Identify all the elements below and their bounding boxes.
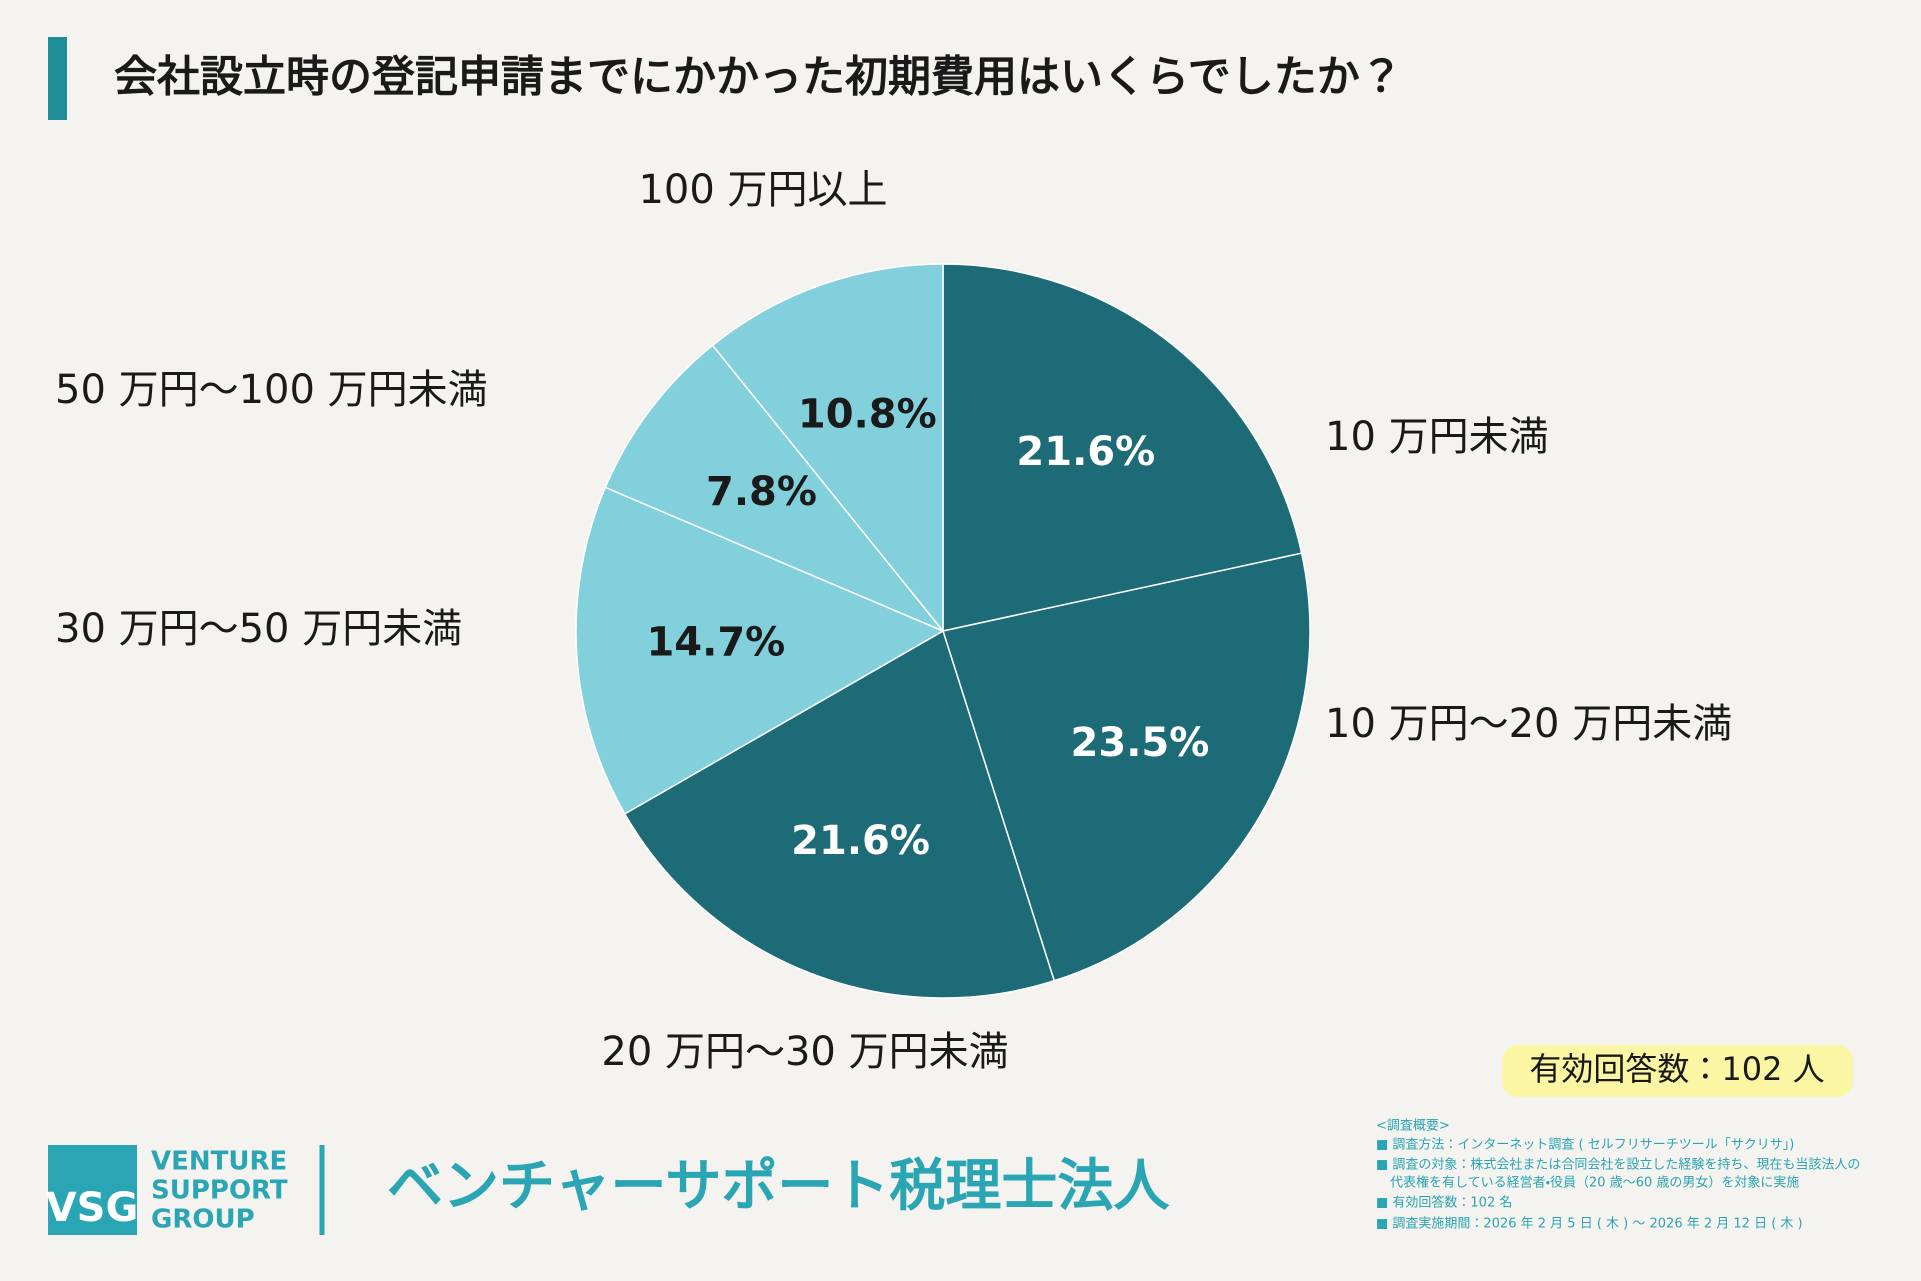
note: 有効回答数：102 人	[1529, 1050, 1824, 1088]
category-label: 10 万円未満	[1325, 414, 1549, 460]
survey-line: ■ 調査方法：インターネット調査 ( セルフリサーチツール「サクリサ」)	[1376, 1137, 1794, 1153]
pie-slice	[711, 263, 944, 634]
value-label: 14.7%	[646, 620, 785, 666]
category-label: 100 万円以上	[638, 167, 887, 213]
survey-line: ■ 有効回答数：102 名	[1376, 1195, 1512, 1211]
survey-line: ■ 調査実施期間：2026 年 2 月 5 日 ( 木 ) ～ 2026 年 2…	[1376, 1216, 1803, 1232]
logo-line: SUPPORT	[151, 1176, 288, 1206]
category-label: 10 万円～20 万円未満	[1325, 701, 1732, 747]
pie-slice	[604, 344, 944, 632]
note-box	[1502, 1045, 1853, 1097]
survey-line: 代表権を有している経営者・役員（20 歳～60 歳の男女）を対象に実施	[1390, 1175, 1799, 1191]
category-label: 20 万円～30 万円未満	[601, 1029, 1008, 1075]
pie-slice	[623, 629, 1056, 999]
value-label: 7.8%	[706, 469, 817, 515]
value-label: 10.8%	[798, 391, 937, 437]
logo-line: GROUP	[151, 1205, 255, 1235]
logo-text: VSG	[46, 1185, 139, 1231]
logo-line: VENTURE	[151, 1147, 287, 1177]
pie-slice	[575, 486, 945, 815]
value-label: 21.6%	[791, 818, 930, 864]
survey-line: ■ 調査の対象：株式会社または合同会社を設立した経験を持ち、現在も当該法人の	[1376, 1158, 1860, 1173]
category-label: 30 万円～50 万円未満	[55, 606, 462, 652]
chart-title: 会社設立時の登記申請までにかかった初期費用はいくらでしたか？	[114, 53, 1403, 103]
pie-slice	[942, 552, 1311, 982]
pie-slice	[942, 263, 1303, 632]
logo-mark	[48, 1145, 137, 1235]
pie: 21.6% 10 万円未満 23.5% 10 万円～20 万円未満 21.6% 20 万円…	[55, 167, 1732, 1075]
category-label: 50 万円～100 万円未満	[55, 367, 488, 413]
value-label: 23.5%	[1071, 720, 1210, 766]
value-label: 21.6%	[1016, 429, 1155, 475]
survey-line: <調査概要>	[1376, 1119, 1450, 1134]
company-name: ベンチャーサポート税理士法人	[387, 1154, 1170, 1219]
title-accent	[48, 37, 67, 120]
